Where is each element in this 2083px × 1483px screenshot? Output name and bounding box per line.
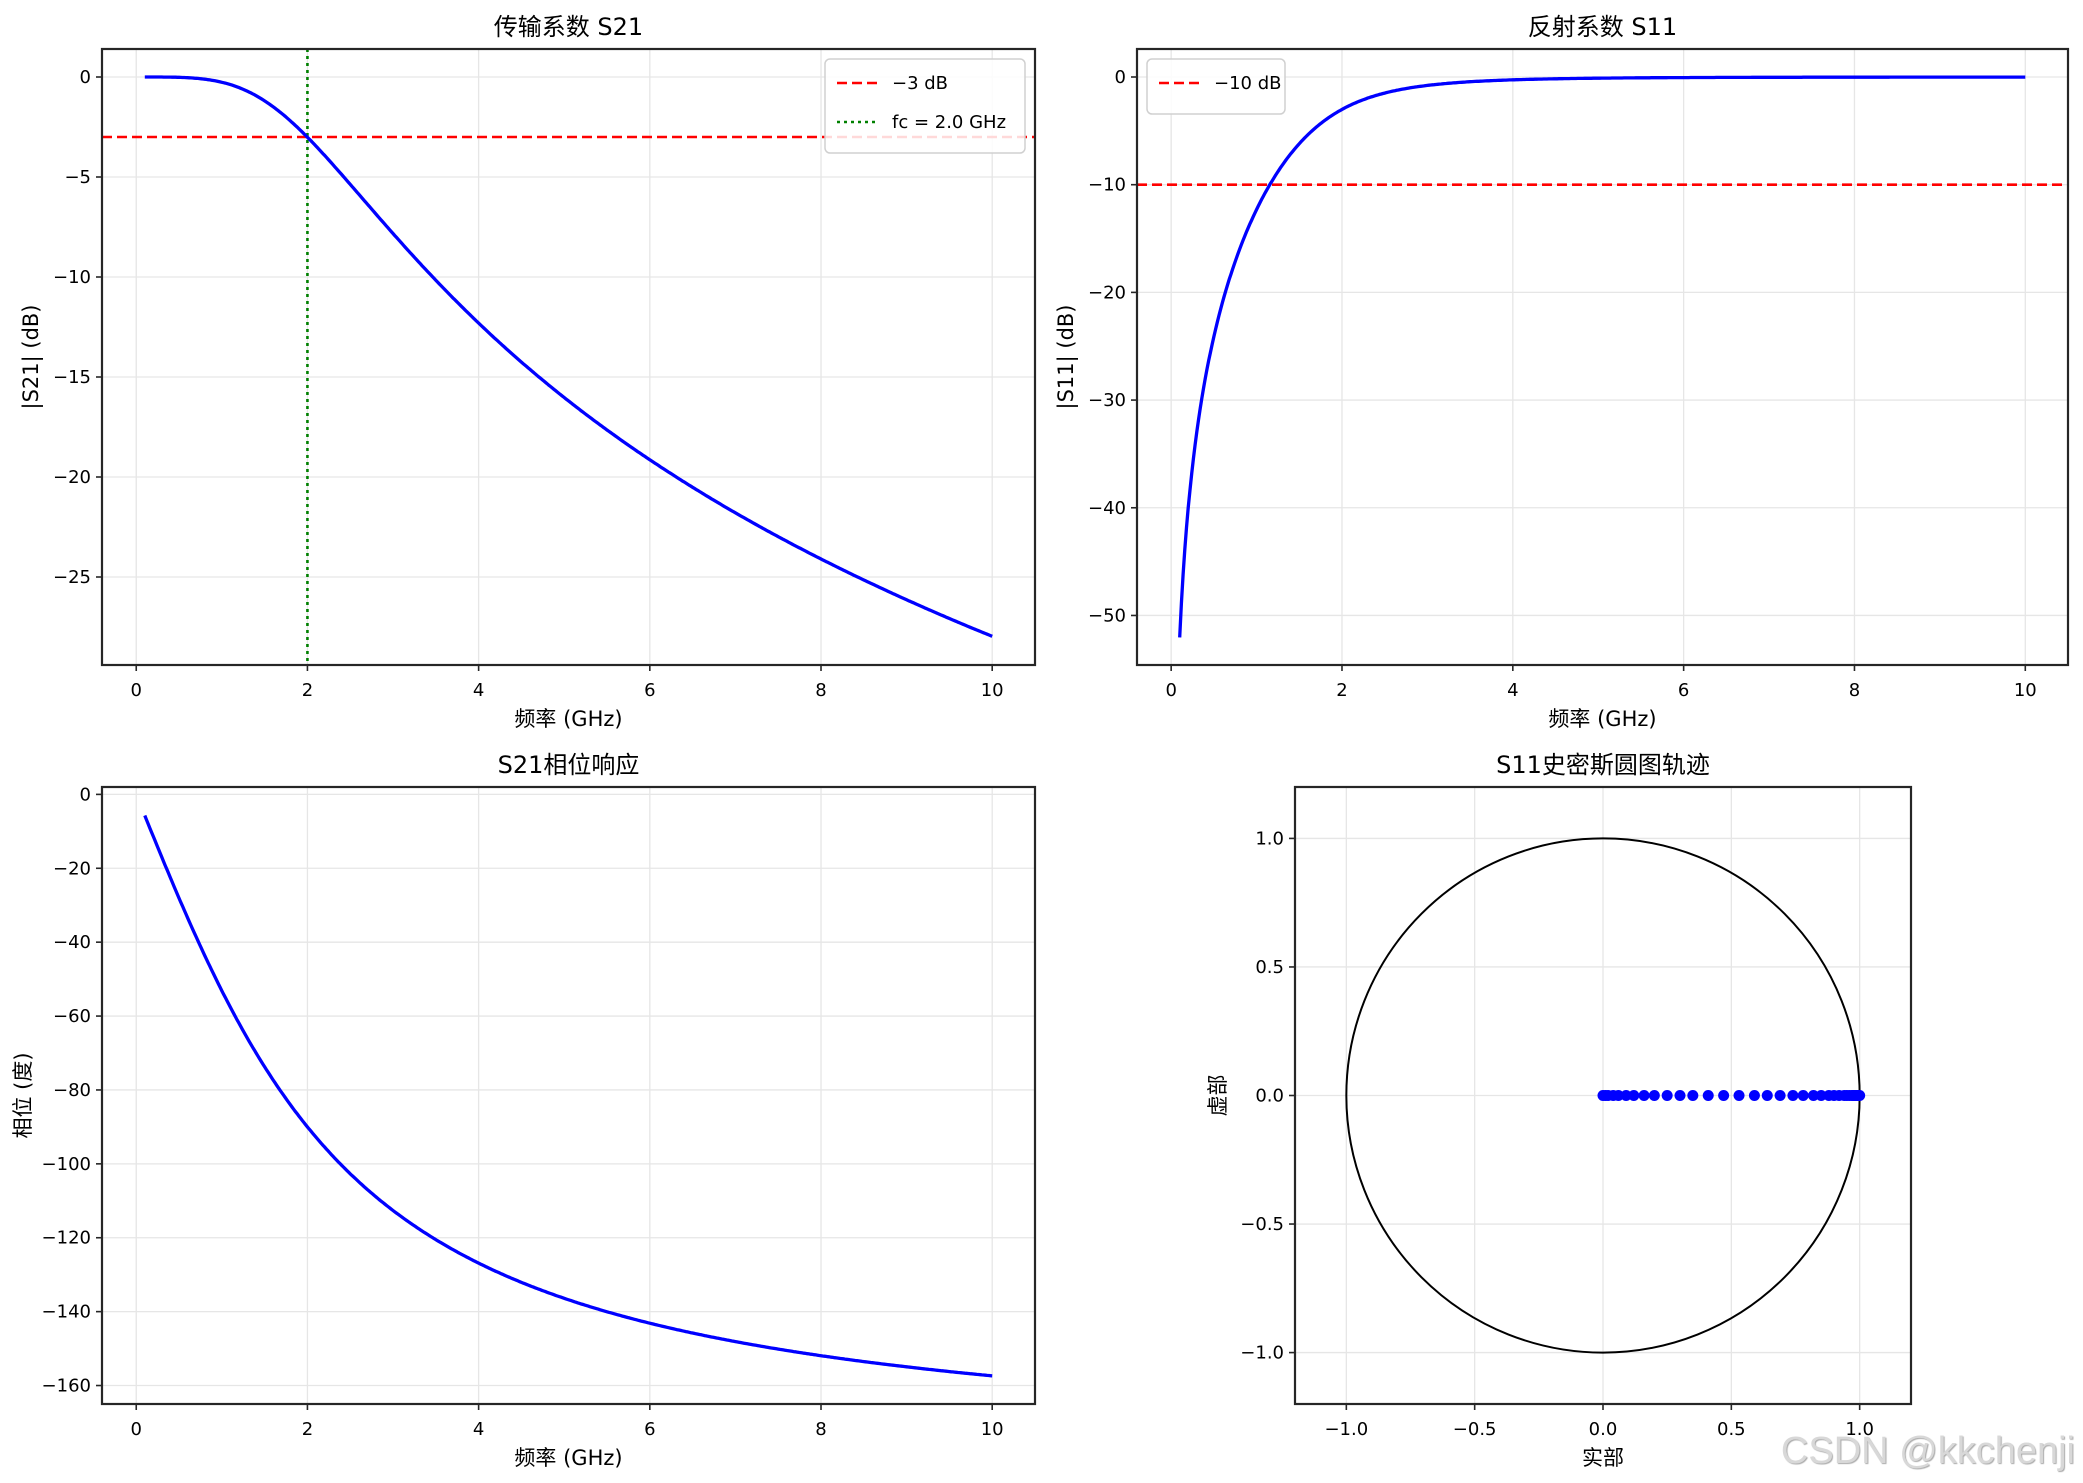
y-tick-label: −25 xyxy=(53,567,91,588)
data-point xyxy=(1702,1090,1714,1101)
chart-title: S11史密斯圆图轨迹 xyxy=(1496,751,1710,779)
y-tick-label: 0.0 xyxy=(1255,1086,1284,1107)
x-tick-label: 10 xyxy=(981,680,1004,701)
x-tick-label: 4 xyxy=(473,680,484,701)
axes-frame xyxy=(1135,47,2070,667)
y-tick-label: −60 xyxy=(53,1006,91,1027)
x-tick-label: 10 xyxy=(2014,680,2037,701)
data-point xyxy=(1674,1090,1686,1101)
axes-frame xyxy=(100,785,1037,1406)
data-point xyxy=(1628,1090,1640,1101)
y-tick-label: −5 xyxy=(64,167,91,188)
data-point xyxy=(1761,1090,1773,1101)
x-tick-label: 4 xyxy=(1507,680,1518,701)
x-tick-label: −0.5 xyxy=(1453,1419,1497,1440)
y-tick-label: −120 xyxy=(42,1228,91,1249)
y-tick-label: −20 xyxy=(1088,282,1126,303)
x-tick-label: 1.0 xyxy=(1845,1419,1874,1440)
data-line xyxy=(1178,75,2026,638)
x-axis-label: 频率 (GHz) xyxy=(514,707,622,731)
data-point xyxy=(1748,1090,1760,1101)
x-tick-label: 4 xyxy=(473,1419,484,1440)
x-tick-label: 2 xyxy=(1336,680,1347,701)
x-tick-label: 0 xyxy=(1165,680,1176,701)
y-tick-label: −30 xyxy=(1088,390,1126,411)
y-tick-label: −10 xyxy=(1088,175,1126,196)
x-axis-label: 频率 (GHz) xyxy=(1548,707,1656,731)
data-point xyxy=(1687,1090,1699,1101)
chart-s21_phase: 0 2 4 6 8 10 0 −20 −40 −60 −80 −100 −120 −140 −160 S21相… xyxy=(11,751,1037,1470)
y-tick-label: −0.5 xyxy=(1240,1214,1284,1235)
y-axis-label: |S11| (dB) xyxy=(1054,305,1079,410)
data-point xyxy=(1774,1090,1786,1101)
data-point xyxy=(1718,1090,1730,1101)
y-tick-label: −20 xyxy=(53,858,91,879)
x-tick-label: 0.5 xyxy=(1717,1419,1746,1440)
data-point xyxy=(1787,1090,1799,1101)
y-tick-label: −20 xyxy=(53,467,91,488)
y-tick-label: −40 xyxy=(1088,498,1126,519)
data-point xyxy=(1807,1090,1819,1101)
data-point xyxy=(1620,1090,1632,1101)
data-point xyxy=(1815,1090,1827,1101)
y-tick-label: 1.0 xyxy=(1255,828,1284,849)
chart-s11_mag: 0 2 4 6 8 10 0 −10 −20 −30 −40 −50 反射系数 S11 频率 (GHz) |… xyxy=(1054,13,2070,731)
x-tick-label: 6 xyxy=(1678,680,1689,701)
axes-frame xyxy=(100,47,1037,667)
x-tick-label: 8 xyxy=(815,1419,826,1440)
legend-label: −3 dB xyxy=(892,73,948,94)
y-tick-label: 0 xyxy=(80,784,91,805)
y-tick-label: −15 xyxy=(53,367,91,388)
chart-s21_mag: 0 2 4 6 8 10 0 −5 −10 −15 −20 −25 传输系数 S21 频率 (GHz) |S… xyxy=(19,13,1037,731)
x-tick-label: 0.0 xyxy=(1589,1419,1618,1440)
y-tick-label: −80 xyxy=(53,1080,91,1101)
y-tick-label: −1.0 xyxy=(1240,1343,1284,1364)
chart-s11_smith: −1.0 −0.5 0.0 0.5 1.0 1.0 0.5 0.0 −0.5 −1.0 S11史密斯… xyxy=(1206,751,1913,1470)
data-point xyxy=(1612,1090,1624,1101)
chart-title: 反射系数 S11 xyxy=(1528,13,1677,41)
x-tick-label: 0 xyxy=(131,1419,142,1440)
y-tick-label: −10 xyxy=(53,267,91,288)
data-point xyxy=(1733,1090,1745,1101)
data-line xyxy=(144,75,993,638)
y-tick-label: −40 xyxy=(53,932,91,953)
x-tick-label: 8 xyxy=(1849,680,1860,701)
grid xyxy=(102,787,1035,1404)
y-tick-label: 0 xyxy=(1115,67,1126,88)
x-tick-label: 2 xyxy=(302,680,313,701)
y-axis-label: |S21| (dB) xyxy=(19,305,44,410)
legend: −10 dB xyxy=(1146,58,1286,115)
legend: −3 dB fc = 2.0 GHz xyxy=(824,58,1026,154)
x-axis-label: 实部 xyxy=(1582,1446,1624,1470)
chart-title: 传输系数 S21 xyxy=(494,13,643,41)
data-line xyxy=(143,814,993,1378)
y-tick-label: −100 xyxy=(42,1154,91,1175)
y-tick-label: 0.5 xyxy=(1255,957,1284,978)
chart-title: S21相位响应 xyxy=(498,751,640,779)
legend-label: −10 dB xyxy=(1214,73,1281,94)
x-tick-label: 6 xyxy=(644,1419,655,1440)
data-point xyxy=(1797,1090,1809,1101)
x-tick-label: −1.0 xyxy=(1324,1419,1368,1440)
y-tick-label: −160 xyxy=(42,1376,91,1397)
y-tick-label: −50 xyxy=(1088,605,1126,626)
legend-label: fc = 2.0 GHz xyxy=(892,112,1006,133)
data-point xyxy=(1648,1090,1660,1101)
y-axis-label: 相位 (度) xyxy=(11,1052,35,1138)
x-tick-label: 2 xyxy=(302,1419,313,1440)
x-tick-label: 8 xyxy=(815,680,826,701)
x-tick-label: 0 xyxy=(131,680,142,701)
grid xyxy=(1137,49,2068,665)
y-tick-label: −140 xyxy=(42,1302,91,1323)
x-tick-label: 6 xyxy=(644,680,655,701)
x-axis-label: 频率 (GHz) xyxy=(514,1446,622,1470)
data-point xyxy=(1854,1090,1866,1101)
y-tick-label: 0 xyxy=(80,67,91,88)
data-point xyxy=(1638,1090,1650,1101)
data-point xyxy=(1661,1090,1673,1101)
y-axis-label: 虚部 xyxy=(1206,1075,1230,1117)
x-tick-label: 10 xyxy=(981,1419,1004,1440)
watermark: CSDN @kkchenji xyxy=(1780,1430,2075,1472)
